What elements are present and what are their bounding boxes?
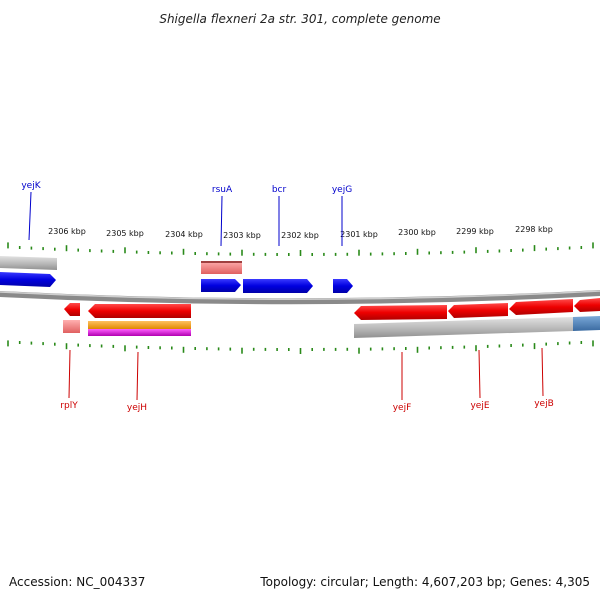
gene-yejB-arrow[interactable] — [509, 299, 573, 315]
callout-rsuA — [220, 195, 223, 247]
feature-grey-lower-right[interactable] — [354, 317, 573, 338]
accession-text: Accession: NC_004337 — [9, 575, 145, 589]
feature-rplY-transcript[interactable] — [63, 320, 80, 333]
scale-label-2301: 2301 kbp — [340, 230, 378, 239]
gene-label-rsuA[interactable]: rsuA — [212, 185, 233, 195]
bottom-callouts — [68, 347, 544, 401]
gene-label-yejK[interactable]: yejK — [21, 181, 41, 191]
genome-summary-text: Topology: circular; Length: 4,607,203 bp… — [259, 575, 590, 589]
gene-label-rplY[interactable]: rplY — [60, 401, 78, 411]
gene-rsuA-arrow[interactable] — [201, 279, 241, 292]
callout-yejH — [136, 351, 139, 401]
scale-label-2300: 2300 kbp — [398, 228, 436, 237]
scale-label-2298: 2298 kbp — [515, 225, 553, 234]
gene-label-yejB[interactable]: yejB — [534, 399, 554, 409]
gene-next-arrow[interactable] — [574, 298, 600, 312]
gene-yejF-arrow[interactable] — [354, 305, 447, 320]
callout-yejE — [478, 349, 481, 399]
feature-steel-lower-right[interactable] — [573, 316, 600, 331]
gene-yejK-arrow[interactable] — [0, 272, 56, 287]
gene-label-yejG[interactable]: yejG — [332, 185, 352, 195]
scale-label-2299: 2299 kbp — [456, 227, 494, 236]
feature-grey-upper-left[interactable] — [0, 256, 57, 270]
feature-rsuA-transcript-edge — [201, 261, 242, 263]
callout-yejK — [28, 191, 32, 241]
scale-label-2303: 2303 kbp — [223, 231, 261, 240]
gene-label-bcr[interactable]: bcr — [272, 185, 287, 195]
upper-scale-ticks — [7, 242, 594, 256]
lower-scale-ticks — [7, 340, 594, 354]
gene-label-yejE[interactable]: yejE — [470, 401, 489, 411]
scale-label-2302: 2302 kbp — [281, 231, 319, 240]
genome-backbone-highlight — [0, 290, 600, 301]
gene-yejE-arrow[interactable] — [448, 303, 508, 318]
gene-rplY-arrow[interactable] — [64, 303, 80, 316]
feature-yejH-orange[interactable] — [88, 321, 191, 329]
map-title: Shigella flexneri 2a str. 301, complete … — [159, 12, 440, 26]
gene-label-yejH[interactable]: yejH — [127, 403, 147, 413]
feature-yejH-magenta[interactable] — [88, 329, 191, 336]
callout-rplY — [68, 349, 71, 399]
gene-bcr-arrow[interactable] — [243, 279, 313, 293]
scale-label-2305: 2305 kbp — [106, 229, 144, 238]
scale-label-2306: 2306 kbp — [48, 227, 86, 236]
feature-rsuA-transcript[interactable] — [201, 261, 242, 274]
genome-backbone — [0, 290, 600, 305]
scale-label-2304: 2304 kbp — [165, 230, 203, 239]
gene-label-yejF[interactable]: yejF — [393, 403, 412, 413]
callout-yejB — [541, 347, 544, 397]
top-callouts — [28, 191, 343, 247]
gene-yejG-arrow[interactable] — [333, 279, 353, 293]
gene-yejH-arrow[interactable] — [88, 304, 191, 318]
